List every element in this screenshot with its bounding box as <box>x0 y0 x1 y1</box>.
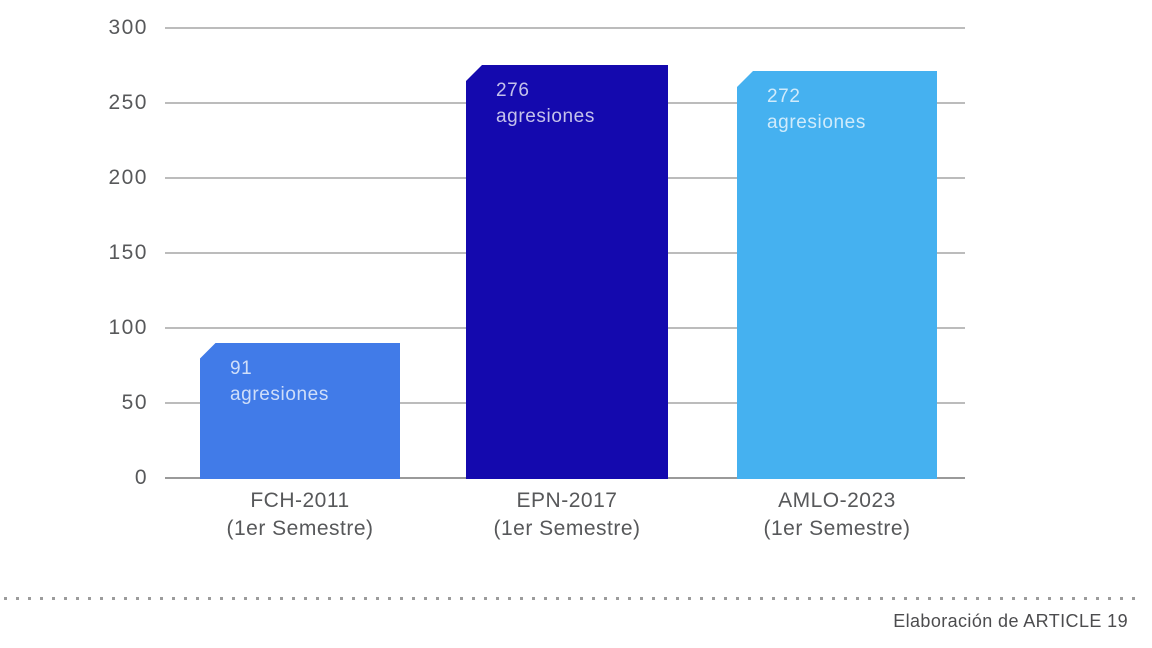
y-tick-label-100: 100 <box>108 316 148 339</box>
x-tick-label-amlo-2023: AMLO-2023 (1er Semestre) <box>763 489 911 540</box>
bar-fch-2011: 91 agresiones <box>200 342 400 479</box>
source-caption: Elaboración de ARTICLE 19 <box>893 611 1128 631</box>
x-tick-label-fch-2011: FCH-2011 (1er Semestre) <box>226 489 374 540</box>
y-tick-label-300: 300 <box>108 16 148 39</box>
bar-value-label: 272 agresiones <box>767 86 866 133</box>
dotted-divider <box>4 597 1142 600</box>
y-tick-label-50: 50 <box>121 391 148 414</box>
y-tick-label-0: 0 <box>134 466 148 489</box>
bar-epn-2017: 276 agresiones <box>466 65 668 479</box>
y-tick-label-150: 150 <box>108 241 148 264</box>
bar-value-label: 276 agresiones <box>496 80 595 127</box>
bar-amlo-2023: 272 agresiones <box>737 71 937 479</box>
x-tick-label-epn-2017: EPN-2017 (1er Semestre) <box>493 489 641 540</box>
y-tick-label-250: 250 <box>108 91 148 114</box>
y-tick-label-200: 200 <box>108 166 148 189</box>
bar-value-label: 91 agresiones <box>230 357 329 405</box>
gridline-300 <box>165 27 965 29</box>
plot-area: 91 agresiones 276 agresiones 272 agresiones <box>165 27 965 479</box>
